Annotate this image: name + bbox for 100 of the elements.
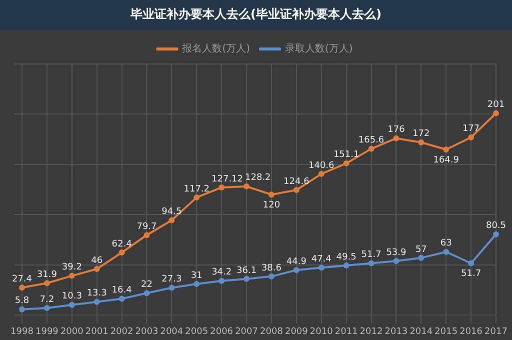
data-label: 13.3	[86, 288, 107, 299]
x-tick-label: 2007	[235, 326, 258, 337]
data-label: 94.5	[162, 207, 182, 218]
data-label: 49.5	[336, 252, 356, 262]
data-label: 176	[388, 125, 406, 136]
x-tick-label: 2001	[85, 326, 108, 337]
data-label: 62.4	[112, 239, 132, 250]
point	[144, 232, 150, 238]
point	[168, 217, 175, 224]
point	[218, 278, 225, 284]
point	[493, 110, 499, 116]
x-tick-label: 2004	[160, 326, 184, 337]
point	[244, 276, 250, 282]
x-tick-label: 2014	[410, 326, 433, 337]
x-tick-label: 2011	[334, 326, 358, 337]
x-tick-label: 1998	[10, 326, 34, 337]
data-label: 7.2	[40, 294, 54, 305]
x-tick-label: 2000	[60, 326, 84, 337]
point	[318, 170, 324, 177]
data-label: 63	[440, 238, 452, 249]
data-label: 172	[412, 129, 430, 140]
data-label: 31.9	[36, 270, 58, 280]
point	[318, 264, 324, 271]
point	[493, 231, 499, 238]
x-tick-label: 2010	[310, 326, 334, 337]
x-tick-label: 2012	[360, 326, 383, 337]
x-tick-label: 2016	[460, 326, 483, 337]
legend-label: 录取人数(万人)	[285, 44, 353, 55]
data-label: 151.1	[333, 150, 360, 160]
x-tick-label: 2006	[210, 326, 234, 337]
point	[44, 280, 50, 286]
data-label: 127.12	[212, 174, 244, 184]
point	[168, 284, 175, 291]
legend-label: 报名人数(万人)	[181, 42, 250, 55]
point	[218, 184, 225, 190]
point	[118, 296, 125, 302]
data-label: 140.6	[308, 160, 335, 171]
data-label: 79.7	[136, 222, 157, 232]
data-label: 46	[91, 256, 103, 266]
x-tick-label: 2005	[185, 326, 208, 337]
point	[68, 272, 75, 279]
x-tick-label: 1999	[35, 326, 59, 337]
data-label: 164.9	[433, 155, 460, 166]
point	[144, 290, 150, 296]
data-label: 57	[415, 244, 427, 255]
data-label: 80.5	[486, 221, 506, 232]
data-label: 10.3	[62, 292, 82, 302]
point	[393, 135, 400, 142]
data-label: 38.6	[261, 263, 282, 274]
data-label: 47.4	[311, 254, 332, 264]
data-label: 27.4	[12, 274, 32, 285]
data-label: 165.6	[358, 136, 384, 146]
point	[343, 160, 350, 166]
data-label: 51.7	[361, 250, 382, 260]
x-tick-label: 2008	[260, 326, 284, 337]
data-label: 36.1	[236, 266, 257, 276]
point	[118, 250, 125, 256]
point	[94, 298, 100, 305]
point	[194, 194, 200, 200]
data-label: 51.7	[461, 269, 482, 280]
point	[68, 302, 75, 308]
data-label: 34.2	[212, 268, 232, 278]
data-label: 53.9	[386, 248, 406, 258]
x-tick-label: 2009	[284, 326, 308, 337]
chart-title: 毕业证补办要本人去么(毕业证补办要本人去么)	[0, 0, 512, 30]
point	[418, 254, 424, 261]
x-tick-label: 2003	[135, 326, 158, 337]
data-label: 31	[190, 270, 202, 281]
point	[44, 304, 50, 311]
data-label: 5.8	[14, 296, 30, 306]
point	[293, 187, 300, 193]
point	[194, 281, 200, 288]
x-tick-label: 2017	[484, 326, 508, 337]
point	[368, 260, 374, 266]
x-tick-label: 2013	[384, 326, 408, 337]
data-label: 128.2	[245, 173, 271, 184]
x-tick-label: 2015	[434, 326, 458, 337]
point	[393, 258, 400, 264]
point	[418, 139, 424, 146]
data-label: 201	[487, 100, 505, 110]
point	[19, 306, 25, 312]
data-label: 39.2	[62, 262, 82, 273]
point	[268, 273, 274, 280]
data-label: 120	[262, 200, 280, 210]
data-label: 117.2	[184, 184, 210, 194]
point	[468, 260, 474, 266]
point	[443, 146, 450, 153]
data-label: 177	[462, 124, 480, 134]
point	[293, 267, 300, 274]
point	[343, 262, 350, 268]
data-label: 16.4	[112, 286, 132, 296]
point	[443, 248, 450, 255]
point	[19, 284, 25, 291]
point	[244, 183, 250, 190]
point	[268, 192, 274, 198]
point	[368, 146, 374, 152]
point	[468, 134, 474, 140]
data-label: 22	[141, 280, 152, 290]
point	[94, 266, 100, 272]
data-label: 27.3	[162, 274, 182, 285]
